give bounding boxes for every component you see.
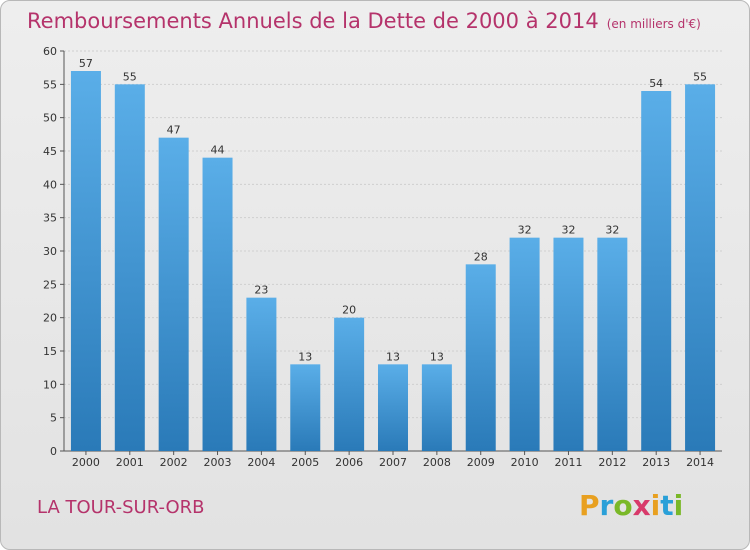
bar-2009 (465, 264, 496, 451)
bar-2000 (70, 71, 101, 451)
y-tick-label: 5 (50, 412, 57, 425)
logo-letter: r (599, 489, 614, 522)
bar-2013 (641, 91, 672, 451)
value-label-2006: 20 (342, 304, 356, 317)
bar-2014 (685, 84, 716, 451)
x-tick-label-2013: 2013 (642, 456, 670, 469)
y-tick-labels: 0 5 10 15 20 25 30 35 40 45 50 55 60 (43, 45, 64, 458)
y-tick-label: 10 (43, 378, 57, 391)
bar-2005 (290, 364, 321, 451)
x-tick-label-2002: 2002 (160, 456, 188, 469)
bar-2002 (158, 137, 189, 451)
x-tick-label-2009: 2009 (467, 456, 495, 469)
bar-2008 (421, 364, 452, 451)
value-label-2009: 28 (474, 250, 488, 263)
x-tick-label-2003: 2003 (204, 456, 232, 469)
value-label-2013: 54 (649, 77, 663, 90)
logo-letter: i (650, 489, 661, 522)
x-tick-label-2010: 2010 (511, 456, 539, 469)
bar-2004 (246, 297, 277, 451)
logo-letter: o (613, 489, 633, 522)
y-tick-label: 20 (43, 312, 57, 325)
x-tick-label-2014: 2014 (686, 456, 714, 469)
y-tick-label: 40 (43, 178, 57, 191)
x-tick-label-2011: 2011 (554, 456, 582, 469)
value-label-2004: 23 (254, 284, 268, 297)
value-label-2000: 57 (79, 57, 93, 70)
chart-title-text: Remboursements Annuels de la Dette de 20… (27, 9, 599, 33)
x-tick-label-2012: 2012 (598, 456, 626, 469)
value-label-2011: 32 (561, 224, 575, 237)
commune-name: LA TOUR-SUR-ORB (37, 497, 205, 518)
logo-letter: t (660, 489, 674, 522)
bar-2003 (202, 157, 233, 451)
proxiti-logo: Proxiti (579, 489, 683, 522)
y-tick-label: 35 (43, 212, 57, 225)
bars (70, 71, 716, 451)
x-tick-label-2004: 2004 (247, 456, 275, 469)
bar-2011 (553, 237, 584, 451)
x-tick-label-2008: 2008 (423, 456, 451, 469)
x-tick-label-2007: 2007 (379, 456, 407, 469)
y-tick-label: 15 (43, 345, 57, 358)
bar-2006 (334, 317, 365, 451)
x-tick-label-2000: 2000 (72, 456, 100, 469)
x-tick-label-2001: 2001 (116, 456, 144, 469)
value-label-2008: 13 (430, 350, 444, 363)
x-tick-label-2006: 2006 (335, 456, 363, 469)
y-tick-label: 60 (43, 45, 57, 58)
value-label-2012: 32 (605, 224, 619, 237)
value-label-2002: 47 (167, 124, 181, 137)
logo-letter: x (632, 489, 651, 522)
bar-2007 (378, 364, 408, 451)
bar-2012 (597, 237, 628, 451)
logo-letter: P (579, 489, 600, 522)
y-tick-label: 55 (43, 78, 57, 91)
bar-2010 (509, 237, 540, 451)
y-tick-label: 50 (43, 112, 57, 125)
value-label-2001: 55 (123, 70, 137, 83)
x-tick-labels: 2000 2001 2002 2003 2004 2005 2006 2007 2008 2009… (72, 451, 714, 469)
value-label-2010: 32 (518, 224, 532, 237)
y-tick-label: 30 (43, 245, 57, 258)
value-label-2003: 44 (211, 144, 225, 157)
value-label-2007: 13 (386, 350, 400, 363)
y-tick-label: 0 (50, 445, 57, 458)
y-tick-label: 45 (43, 145, 57, 158)
value-label-2014: 55 (693, 70, 707, 83)
chart-title: Remboursements Annuels de la Dette de 20… (27, 9, 701, 33)
chart-unit: (en milliers d'€) (606, 17, 701, 31)
x-tick-label-2005: 2005 (291, 456, 319, 469)
logo-letter: i (673, 489, 684, 522)
value-labels: 57 55 47 44 23 13 20 13 13 28 32 32 32 54 55 (79, 57, 707, 363)
y-tick-label: 25 (43, 278, 57, 291)
value-label-2005: 13 (298, 350, 312, 363)
bar-2001 (114, 84, 145, 451)
